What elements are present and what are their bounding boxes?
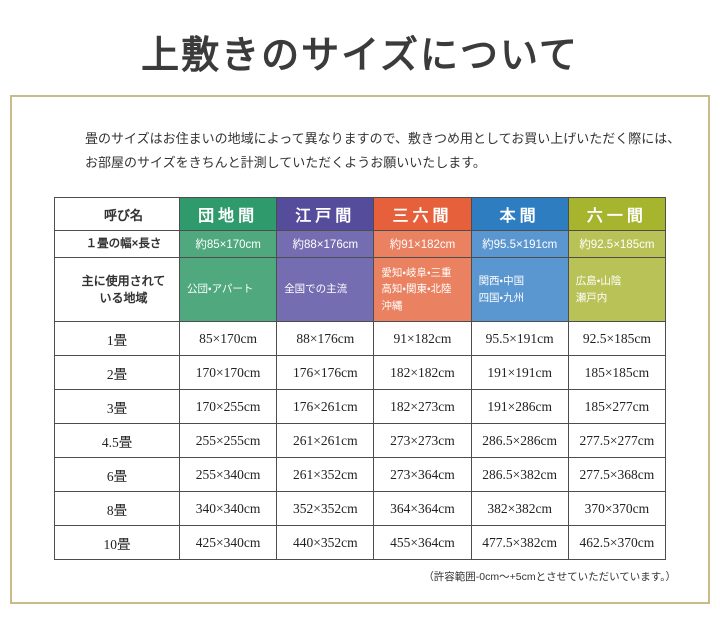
region-cell: 愛知・岐阜・三重 高知・関東・北陸 沖縄 <box>374 258 472 323</box>
size-cell: 255×255cm <box>180 424 278 459</box>
size-cell: 440×352cm <box>277 526 375 561</box>
size-cell: 91×182cm <box>374 322 472 357</box>
width-length-cell: 約95.5×191cm <box>471 231 569 259</box>
tolerance-note: （許容範囲-0cm～+5cmとさせていただいています。） <box>423 571 676 584</box>
size-cell: 85×170cm <box>180 322 278 357</box>
region-row: 主に使用されて いる地域 公団・アパート 全国での主流 愛知・岐阜・三重 高知・… <box>54 258 666 323</box>
size-row: 4.5畳 255×255cm 261×261cm 273×273cm 286.5… <box>54 424 666 459</box>
size-cell: 340×340cm <box>180 492 278 527</box>
size-cell: 170×170cm <box>180 356 278 391</box>
size-cell: 455×364cm <box>374 526 472 561</box>
size-cell: 185×185cm <box>568 356 666 391</box>
column-header-honma: 本間 <box>471 197 569 232</box>
size-cell: 191×286cm <box>471 390 569 425</box>
size-cell: 273×364cm <box>374 458 472 493</box>
size-cell: 182×182cm <box>374 356 472 391</box>
intro-text: 畳のサイズはお住まいの地域によって異なりますので、敷きつめ用としてお買い上げいた… <box>85 131 681 171</box>
size-cell: 273×273cm <box>374 424 472 459</box>
width-length-row: １畳の幅×長さ 約85×170cm 約88×176cm 約91×182cm 約9… <box>54 231 666 259</box>
width-row-label: １畳の幅×長さ <box>54 231 180 259</box>
region-cell: 全国での主流 <box>277 258 375 323</box>
content-frame: 畳のサイズはお住まいの地域によって異なりますので、敷きつめ用としてお買い上げいた… <box>10 95 710 604</box>
size-row-label: 1畳 <box>54 322 180 357</box>
size-cell: 462.5×370cm <box>568 526 666 561</box>
size-cell: 92.5×185cm <box>568 322 666 357</box>
size-row-label: 8畳 <box>54 492 180 527</box>
size-cell: 176×261cm <box>277 390 375 425</box>
column-header-saburokuma: 三六間 <box>374 197 472 232</box>
tatami-size-table: 呼び名 団地間 江戸間 三六間 本間 六一間 １畳の幅×長さ 約85×170cm… <box>54 197 666 561</box>
size-cell: 261×352cm <box>277 458 375 493</box>
size-cell: 170×255cm <box>180 390 278 425</box>
size-cell: 382×382cm <box>471 492 569 527</box>
region-cell: 関西・中国 四国・九州 <box>471 258 569 323</box>
size-cell: 277.5×368cm <box>568 458 666 493</box>
size-cell: 477.5×382cm <box>471 526 569 561</box>
region-row-label: 主に使用されて いる地域 <box>54 258 180 323</box>
size-cell: 286.5×382cm <box>471 458 569 493</box>
page-title: 上敷きのサイズについて <box>141 35 579 77</box>
size-cell: 255×340cm <box>180 458 278 493</box>
column-header-rokuichima: 六一間 <box>568 197 666 232</box>
name-header-cell: 呼び名 <box>54 197 180 232</box>
size-cell: 182×273cm <box>374 390 472 425</box>
width-length-cell: 約85×170cm <box>180 231 278 259</box>
size-row-label: 2畳 <box>54 356 180 391</box>
size-row-label: 6畳 <box>54 458 180 493</box>
size-cell: 95.5×191cm <box>471 322 569 357</box>
size-row: 3畳 170×255cm 176×261cm 182×273cm 191×286… <box>54 390 666 425</box>
size-row: 1畳 85×170cm 88×176cm 91×182cm 95.5×191cm… <box>54 322 666 357</box>
size-cell: 364×364cm <box>374 492 472 527</box>
size-row-label: 3畳 <box>54 390 180 425</box>
region-cell: 広島・山陰 瀬戸内 <box>568 258 666 323</box>
size-cell: 261×261cm <box>277 424 375 459</box>
size-row: 8畳 340×340cm 352×352cm 364×364cm 382×382… <box>54 492 666 527</box>
size-row: 10畳 425×340cm 440×352cm 455×364cm 477.5×… <box>54 526 666 561</box>
size-row-label: 4.5畳 <box>54 424 180 459</box>
column-header-edoma: 江戸間 <box>277 197 375 232</box>
header-row: 呼び名 団地間 江戸間 三六間 本間 六一間 <box>54 197 666 232</box>
size-row: 2畳 170×170cm 176×176cm 182×182cm 191×191… <box>54 356 666 391</box>
size-row-label: 10畳 <box>54 526 180 561</box>
size-cell: 185×277cm <box>568 390 666 425</box>
size-cell: 176×176cm <box>277 356 375 391</box>
size-cell: 191×191cm <box>471 356 569 391</box>
size-cell: 425×340cm <box>180 526 278 561</box>
width-length-cell: 約88×176cm <box>277 231 375 259</box>
width-length-cell: 約92.5×185cm <box>568 231 666 259</box>
size-cell: 88×176cm <box>277 322 375 357</box>
size-cell: 286.5×286cm <box>471 424 569 459</box>
region-cell: 公団・アパート <box>180 258 278 323</box>
column-header-danchima: 団地間 <box>180 197 278 232</box>
width-length-cell: 約91×182cm <box>374 231 472 259</box>
size-cell: 277.5×277cm <box>568 424 666 459</box>
size-row: 6畳 255×340cm 261×352cm 273×364cm 286.5×3… <box>54 458 666 493</box>
size-cell: 352×352cm <box>277 492 375 527</box>
size-cell: 370×370cm <box>568 492 666 527</box>
page: 上敷きのサイズについて 畳のサイズはお住まいの地域によって異なりますので、敷きつ… <box>10 35 710 604</box>
